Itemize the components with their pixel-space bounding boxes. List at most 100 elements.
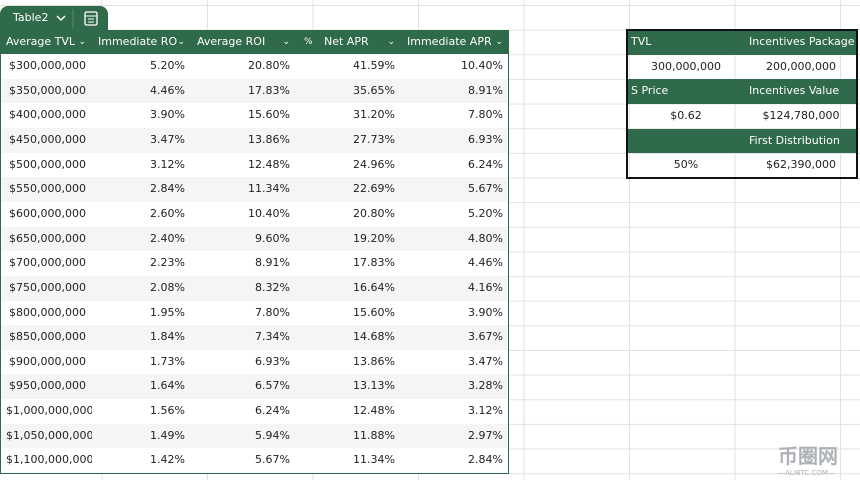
- cell[interactable]: $1,100,000,000: [6, 453, 92, 467]
- column-header[interactable]: Average ROI ⌄: [191, 30, 296, 55]
- cell[interactable]: 1.49%: [150, 428, 185, 442]
- cell[interactable]: 31.20%: [353, 108, 395, 122]
- cell[interactable]: 5.94%: [255, 428, 290, 442]
- cell[interactable]: 5.20%: [468, 206, 503, 220]
- cell[interactable]: First Distribution: [745, 128, 857, 154]
- cell[interactable]: TVL: [627, 30, 745, 55]
- cell[interactable]: 2.08%: [150, 280, 185, 294]
- cell[interactable]: 19.20%: [353, 231, 395, 245]
- cell[interactable]: 6.24%: [255, 404, 290, 418]
- cell[interactable]: 20.80%: [248, 59, 290, 72]
- cell[interactable]: 7.80%: [468, 108, 503, 122]
- cell[interactable]: 27.73%: [353, 132, 395, 146]
- cell[interactable]: 3.90%: [150, 108, 185, 122]
- cell[interactable]: 7.34%: [255, 330, 290, 344]
- cell[interactable]: $600,000,000: [9, 206, 86, 220]
- cell[interactable]: 8.91%: [468, 83, 503, 97]
- cell[interactable]: 2.40%: [150, 231, 185, 245]
- cell[interactable]: 6.93%: [468, 132, 503, 146]
- cell[interactable]: 2.23%: [150, 256, 185, 270]
- cell[interactable]: 6.24%: [468, 157, 503, 171]
- cell[interactable]: $62,390,000: [766, 158, 836, 172]
- cell[interactable]: $0.62: [670, 108, 702, 122]
- cell[interactable]: 5.20%: [150, 59, 185, 72]
- cell[interactable]: 13.13%: [353, 379, 395, 393]
- cell[interactable]: 8.91%: [255, 256, 290, 270]
- cell[interactable]: 5.67%: [255, 453, 290, 467]
- cell[interactable]: 20.80%: [353, 206, 395, 220]
- cell[interactable]: $650,000,000: [9, 231, 86, 245]
- cell[interactable]: 2.84%: [468, 453, 503, 467]
- cell[interactable]: 2.97%: [468, 428, 503, 442]
- cell[interactable]: 17.83%: [248, 83, 290, 97]
- cell[interactable]: $550,000,000: [9, 182, 86, 196]
- cell[interactable]: $500,000,000: [9, 157, 86, 171]
- cell[interactable]: 8.32%: [255, 280, 290, 294]
- cell[interactable]: $950,000,000: [9, 379, 86, 393]
- cell[interactable]: 1.64%: [150, 379, 185, 393]
- cell[interactable]: 4.80%: [468, 231, 503, 245]
- cell[interactable]: 7.80%: [255, 305, 290, 319]
- cell[interactable]: $750,000,000: [9, 280, 86, 294]
- dropdown-icon[interactable]: ⌄: [387, 37, 395, 47]
- cell[interactable]: 11.34%: [248, 182, 290, 196]
- cell[interactable]: 6.93%: [255, 354, 290, 368]
- cell[interactable]: 2.60%: [150, 206, 185, 220]
- cell[interactable]: $350,000,000: [9, 83, 86, 97]
- cell[interactable]: 1.84%: [150, 330, 185, 344]
- cell[interactable]: 24.96%: [353, 157, 395, 171]
- cell[interactable]: S Price: [627, 79, 745, 104]
- cell[interactable]: 11.34%: [353, 453, 395, 467]
- cell[interactable]: 3.47%: [468, 354, 503, 368]
- cell[interactable]: 300,000,000: [651, 59, 721, 73]
- dropdown-icon[interactable]: ⌄: [495, 37, 503, 47]
- cell[interactable]: Incentives Package: [745, 30, 857, 55]
- column-header[interactable]: Average TVL ⌄: [0, 30, 92, 55]
- cell[interactable]: 2.84%: [150, 182, 185, 196]
- cell[interactable]: 3.28%: [468, 379, 503, 393]
- cell[interactable]: 10.40%: [248, 206, 290, 220]
- cell[interactable]: $1,000,000,000: [6, 404, 92, 418]
- cell[interactable]: 3.47%: [150, 132, 185, 146]
- cell[interactable]: 16.64%: [353, 280, 395, 294]
- cell[interactable]: 3.67%: [468, 330, 503, 344]
- cell[interactable]: $450,000,000: [9, 132, 86, 146]
- cell[interactable]: [627, 128, 745, 154]
- dropdown-icon[interactable]: ⌄: [177, 37, 185, 47]
- cell[interactable]: 1.56%: [150, 404, 185, 418]
- cell[interactable]: 6.57%: [255, 379, 290, 393]
- cell[interactable]: 41.59%: [353, 59, 395, 72]
- cell[interactable]: 1.73%: [150, 354, 185, 368]
- cell[interactable]: 13.86%: [248, 132, 290, 146]
- cell[interactable]: 12.48%: [248, 157, 290, 171]
- cell[interactable]: 4.46%: [468, 256, 503, 270]
- cell[interactable]: 17.83%: [353, 256, 395, 270]
- cell[interactable]: 10.40%: [461, 59, 503, 72]
- cell[interactable]: 9.60%: [255, 231, 290, 245]
- cell[interactable]: 1.95%: [150, 305, 185, 319]
- cell[interactable]: 5.67%: [468, 182, 503, 196]
- dropdown-icon[interactable]: ⌄: [282, 37, 290, 47]
- dropdown-icon[interactable]: ⌄: [78, 37, 86, 47]
- cell[interactable]: 3.12%: [150, 157, 185, 171]
- cell[interactable]: 13.86%: [353, 354, 395, 368]
- cell[interactable]: $900,000,000: [9, 354, 86, 368]
- cell[interactable]: 4.16%: [468, 280, 503, 294]
- column-header[interactable]: Immediate APR ⌄: [401, 30, 509, 55]
- cell[interactable]: 14.68%: [353, 330, 395, 344]
- cell[interactable]: $300,000,000: [9, 59, 86, 72]
- cell[interactable]: $850,000,000: [9, 330, 86, 344]
- column-header[interactable]: Immediate RO ⌄: [92, 30, 191, 55]
- cell[interactable]: $700,000,000: [9, 256, 86, 270]
- cell[interactable]: 3.12%: [468, 404, 503, 418]
- column-header[interactable]: Net APR ⌄%: [296, 30, 401, 55]
- cell[interactable]: Incentives Value: [745, 79, 857, 104]
- cell[interactable]: 4.46%: [150, 83, 185, 97]
- cell[interactable]: 12.48%: [353, 404, 395, 418]
- table-tab[interactable]: Table2: [0, 6, 108, 30]
- cell[interactable]: 1.42%: [150, 453, 185, 467]
- cell[interactable]: 200,000,000: [766, 59, 836, 73]
- cell[interactable]: 3.90%: [468, 305, 503, 319]
- cell[interactable]: 15.60%: [248, 108, 290, 122]
- cell[interactable]: 11.88%: [353, 428, 395, 442]
